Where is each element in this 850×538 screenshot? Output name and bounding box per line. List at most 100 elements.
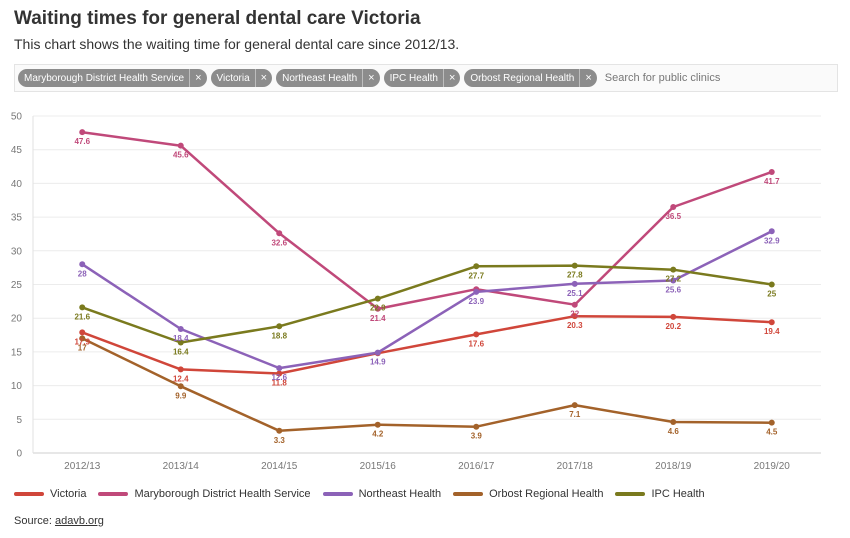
- data-point: [670, 277, 677, 284]
- data-label: 4.5: [766, 428, 778, 437]
- series-line: [81, 264, 774, 344]
- x-tick-label: 2017/18: [557, 461, 594, 472]
- data-point: [571, 301, 578, 308]
- data-point: [374, 305, 381, 312]
- data-point: [670, 418, 677, 425]
- data-label: 9.9: [175, 391, 187, 400]
- x-tick-label: 2015/16: [360, 461, 397, 472]
- filter-chip-label: IPC Health: [389, 72, 438, 84]
- data-label: 41.7: [764, 177, 780, 186]
- data-label: 12.4: [173, 374, 189, 383]
- data-point: [177, 142, 184, 149]
- x-tick-label: 2016/17: [458, 461, 495, 472]
- data-label: 20.3: [567, 321, 583, 330]
- legend-item-orbost[interactable]: Orbost Regional Health: [453, 488, 603, 500]
- data-label: 27.8: [567, 271, 583, 280]
- data-point: [473, 263, 480, 270]
- data-point: [177, 366, 184, 373]
- data-point: [79, 329, 86, 336]
- filter-chip-label: Maryborough District Health Service: [24, 72, 185, 84]
- data-label: 32.9: [764, 236, 780, 245]
- data-label: 17: [78, 343, 87, 352]
- remove-chip-close-icon[interactable]: ×: [189, 69, 206, 87]
- data-point: [571, 402, 578, 409]
- source-note: Source: adavb.org: [14, 515, 104, 527]
- data-point: [79, 261, 86, 268]
- y-tick-label: 50: [11, 112, 23, 123]
- data-point: [276, 427, 283, 434]
- data-label: 25.1: [567, 289, 583, 298]
- filter-chip-victoria: Victoria ×: [210, 69, 273, 87]
- data-point: [276, 365, 283, 372]
- legend-label: Orbost Regional Health: [489, 488, 604, 500]
- filter-chip-label: Victoria: [216, 72, 250, 84]
- data-label: 18.8: [271, 331, 287, 340]
- clinic-filter-bar: Maryborough District Health Service × Vi…: [14, 64, 838, 92]
- data-label: 45.6: [173, 151, 189, 160]
- legend-label: IPC Health: [651, 488, 705, 500]
- data-label: 18.4: [173, 334, 189, 343]
- data-point: [177, 383, 184, 390]
- data-point: [374, 295, 381, 302]
- data-point: [177, 339, 184, 346]
- legend-item-maryborough[interactable]: Maryborough District Health Service: [98, 488, 311, 500]
- chart-subtitle: This chart shows the waiting time for ge…: [14, 36, 460, 52]
- y-tick-label: 30: [11, 246, 23, 257]
- y-tick-label: 40: [11, 179, 23, 190]
- remove-chip-close-icon[interactable]: ×: [579, 69, 596, 87]
- data-label: 17.9: [74, 337, 90, 346]
- x-tick-label: 2019/20: [754, 461, 791, 472]
- data-point: [79, 335, 86, 342]
- data-point: [473, 331, 480, 338]
- chart-title: Waiting times for general dental care Vi…: [14, 8, 421, 29]
- clinic-search-input[interactable]: [602, 71, 837, 85]
- y-tick-label: 0: [16, 449, 22, 460]
- data-label: 3.3: [274, 436, 286, 445]
- data-point: [768, 319, 775, 326]
- data-point: [473, 288, 480, 295]
- data-point: [177, 325, 184, 332]
- data-label: 27.7: [468, 271, 484, 280]
- legend-item-northeast[interactable]: Northeast Health: [322, 488, 442, 500]
- data-label: 17.6: [468, 339, 484, 348]
- data-label: 19.4: [764, 327, 780, 336]
- data-point: [571, 280, 578, 287]
- data-label: 25: [767, 290, 776, 299]
- data-label: 14.9: [370, 358, 386, 367]
- data-label: 22: [570, 310, 579, 319]
- data-label: 28: [78, 269, 87, 278]
- legend-label: Victoria: [50, 488, 87, 500]
- x-tick-label: 2014/15: [261, 461, 298, 472]
- data-point: [670, 203, 677, 210]
- data-label: 47.6: [74, 137, 90, 146]
- legend-swatch: [615, 492, 646, 496]
- data-point: [374, 421, 381, 428]
- data-point: [79, 129, 86, 136]
- remove-chip-close-icon[interactable]: ×: [442, 69, 460, 87]
- filter-chip-label: Northeast Health: [282, 72, 358, 84]
- legend-label: Maryborough District Health Service: [134, 488, 311, 500]
- source-link[interactable]: adavb.org: [54, 515, 104, 527]
- remove-chip-close-icon[interactable]: ×: [254, 69, 272, 87]
- y-tick-label: 45: [11, 145, 23, 156]
- legend-item-ipc[interactable]: IPC Health: [615, 488, 705, 500]
- data-point: [276, 323, 283, 330]
- data-label: 36.5: [665, 212, 681, 221]
- x-tick-label: 2018/19: [655, 461, 692, 472]
- legend-label: Northeast Health: [358, 488, 442, 500]
- data-label: 21.4: [370, 314, 386, 323]
- data-label: 21.6: [74, 312, 90, 321]
- data-point: [473, 423, 480, 430]
- data-point: [670, 313, 677, 320]
- remove-chip-close-icon[interactable]: ×: [362, 69, 379, 87]
- x-tick-label: 2012/13: [64, 461, 101, 472]
- y-tick-label: 5: [16, 415, 22, 426]
- data-point: [276, 370, 283, 377]
- waiting-times-line-chart: 0 5 10 15 20 25 30 35 40 45 50 2012/13 2013/14 2014/1…: [11, 112, 821, 472]
- data-point: [768, 419, 775, 426]
- legend-item-victoria[interactable]: Victoria: [14, 488, 86, 500]
- data-label: 4.6: [668, 427, 680, 436]
- data-label: 11.8: [272, 378, 288, 387]
- y-tick-label: 35: [11, 213, 23, 224]
- filter-chip-ipc: IPC Health ×: [383, 69, 461, 87]
